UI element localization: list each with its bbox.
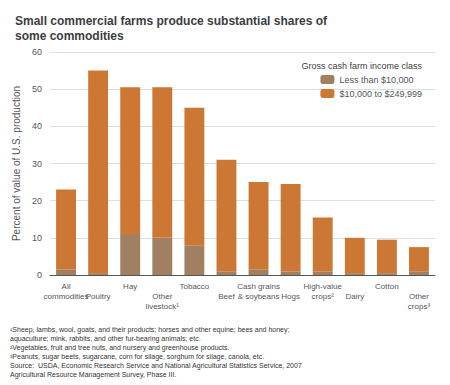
svg-text:30: 30 xyxy=(32,159,42,169)
svg-text:20: 20 xyxy=(32,196,42,206)
svg-text:some commodities: some commodities xyxy=(15,29,124,43)
svg-text:60: 60 xyxy=(32,47,42,57)
svg-text:commodities: commodities xyxy=(44,292,89,301)
svg-text:Hay: Hay xyxy=(123,282,137,291)
svg-text:crops³: crops³ xyxy=(408,302,431,311)
svg-text:Cotton: Cotton xyxy=(375,282,399,291)
svg-text:Small commercial farms produce: Small commercial farms produce substanti… xyxy=(15,14,328,28)
svg-text:10: 10 xyxy=(32,233,42,243)
svg-text:livestock¹: livestock¹ xyxy=(146,302,180,311)
svg-text:Gross cash farm income class: Gross cash farm income class xyxy=(301,61,422,71)
svg-text:³Peanuts, sugar beets, sugarca: ³Peanuts, sugar beets, sugarcane, corn f… xyxy=(10,353,264,361)
svg-text:40: 40 xyxy=(32,121,42,131)
svg-text:Other: Other xyxy=(152,292,172,301)
svg-text:50: 50 xyxy=(32,84,42,94)
svg-text:Less than $10,000: Less than $10,000 xyxy=(339,75,413,85)
svg-text:Other: Other xyxy=(409,292,429,301)
svg-text:Tobacco: Tobacco xyxy=(179,282,209,291)
svg-text:$10,000 to $249,999: $10,000 to $249,999 xyxy=(339,89,422,99)
svg-text:Dairy: Dairy xyxy=(345,292,364,301)
svg-text:Cash grains: Cash grains xyxy=(237,282,280,291)
svg-text:¹Sheep, lambs, wool, goats, an: ¹Sheep, lambs, wool, goats, and their pr… xyxy=(10,326,289,334)
svg-text:crops²: crops² xyxy=(312,292,335,301)
svg-text:Beef: Beef xyxy=(218,292,235,301)
svg-text:Hogs: Hogs xyxy=(281,292,300,301)
svg-text:Agricultural Resource Manageme: Agricultural Resource Management Survey,… xyxy=(10,371,176,379)
svg-text:aquaculture; mink, rabbits, an: aquaculture; mink, rabbits, and other fu… xyxy=(10,335,201,343)
svg-text:Source: USDA, Economic Resear: Source: USDA, Economic Research Service … xyxy=(10,362,302,370)
svg-text:²Vegetables, fruit and tree nu: ²Vegetables, fruit and tree nuts, and nu… xyxy=(10,344,230,352)
svg-text:0: 0 xyxy=(37,270,42,280)
svg-text:High-value: High-value xyxy=(304,282,343,291)
svg-text:All: All xyxy=(62,282,71,291)
svg-text:Percent of value of U.S. produ: Percent of value of U.S. production xyxy=(11,86,22,241)
svg-text:& soybeans: & soybeans xyxy=(238,292,280,301)
svg-text:Poultry: Poultry xyxy=(86,292,111,301)
